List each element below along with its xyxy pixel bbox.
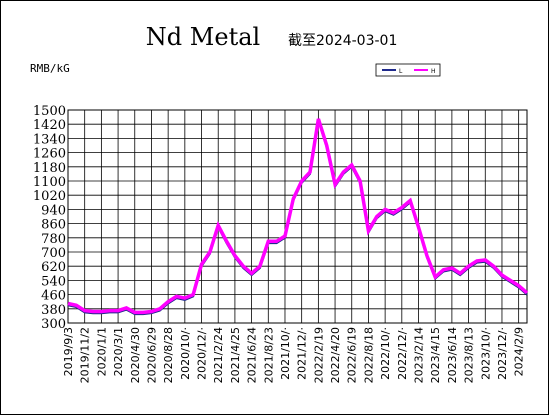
y-axis-label: RMB/kG <box>30 62 70 75</box>
x-tick-label: 2023/2/14 <box>413 327 426 383</box>
x-tick-label: 2020/8/28 <box>162 327 175 383</box>
y-tick-label: 620 <box>41 260 66 275</box>
x-tick-label: 2022/12/· <box>396 327 409 380</box>
y-tick-label: 540 <box>41 274 66 289</box>
x-tick-label: 2020/1/1 <box>95 327 108 376</box>
x-tick-label: 2022/8/18 <box>362 327 375 383</box>
x-tick-label: 2023/12/· <box>496 327 509 380</box>
x-tick-label: 2022/2/19 <box>312 327 325 383</box>
legend-label: H <box>431 68 436 75</box>
legend <box>375 63 441 77</box>
x-tick-label: 2020/3/1 <box>112 327 125 376</box>
x-tick-label: 2019/11/2 <box>79 327 92 383</box>
x-tick-label: 2020/6/29 <box>145 327 158 383</box>
y-tick-label: 300 <box>41 317 66 332</box>
y-tick-label: 460 <box>41 289 66 304</box>
y-tick-label: 1420 <box>33 118 66 133</box>
legend-label: L <box>399 68 403 75</box>
y-tick-label: 940 <box>41 203 66 218</box>
y-tick-label: 1020 <box>33 189 66 204</box>
x-tick-label: 2022/6/19 <box>346 327 359 383</box>
series-line <box>67 118 529 315</box>
x-tick-label: 2020/12/· <box>196 327 209 380</box>
x-tick-label: 2021/2/24 <box>212 327 225 383</box>
x-tick-label: 2021/12/· <box>296 327 309 380</box>
y-tick-label: 1180 <box>33 161 66 176</box>
y-tick-label: 1500 <box>33 104 66 119</box>
x-tick-label: 2019/9/3 <box>62 327 75 376</box>
y-tick-label: 1260 <box>33 147 66 162</box>
chart-title: Nd Metal <box>146 23 260 51</box>
x-tick-label: 2021/6/24 <box>246 327 259 383</box>
y-tick-label: 700 <box>41 246 66 261</box>
x-tick-label: 2020/4/30 <box>129 327 142 383</box>
y-tick-label: 860 <box>41 218 66 233</box>
x-tick-label: 2023/6/14 <box>446 327 459 383</box>
x-tick-label: 2023/4/15 <box>429 327 442 383</box>
x-tick-label: 2022/4/20 <box>329 327 342 383</box>
x-tick-label: 2021/10/· <box>279 327 292 380</box>
x-tick-label: 2023/8/13 <box>463 327 476 383</box>
y-tick-label: 380 <box>41 303 66 318</box>
x-tick-label: 2023/10/· <box>479 327 492 380</box>
x-tick-label: 2021/8/23 <box>262 327 275 383</box>
chart-subtitle: 截至2024-03-01 <box>288 33 397 49</box>
x-tick-label: 2024/2/9 <box>513 327 526 376</box>
y-tick-label: 780 <box>41 232 66 247</box>
x-tick-label: 2020/10/· <box>179 327 192 380</box>
y-tick-label: 1100 <box>33 175 66 190</box>
x-tick-label: 2022/10/· <box>379 327 392 380</box>
y-tick-label: 1340 <box>33 132 66 147</box>
x-tick-label: 2021/4/25 <box>229 327 242 383</box>
